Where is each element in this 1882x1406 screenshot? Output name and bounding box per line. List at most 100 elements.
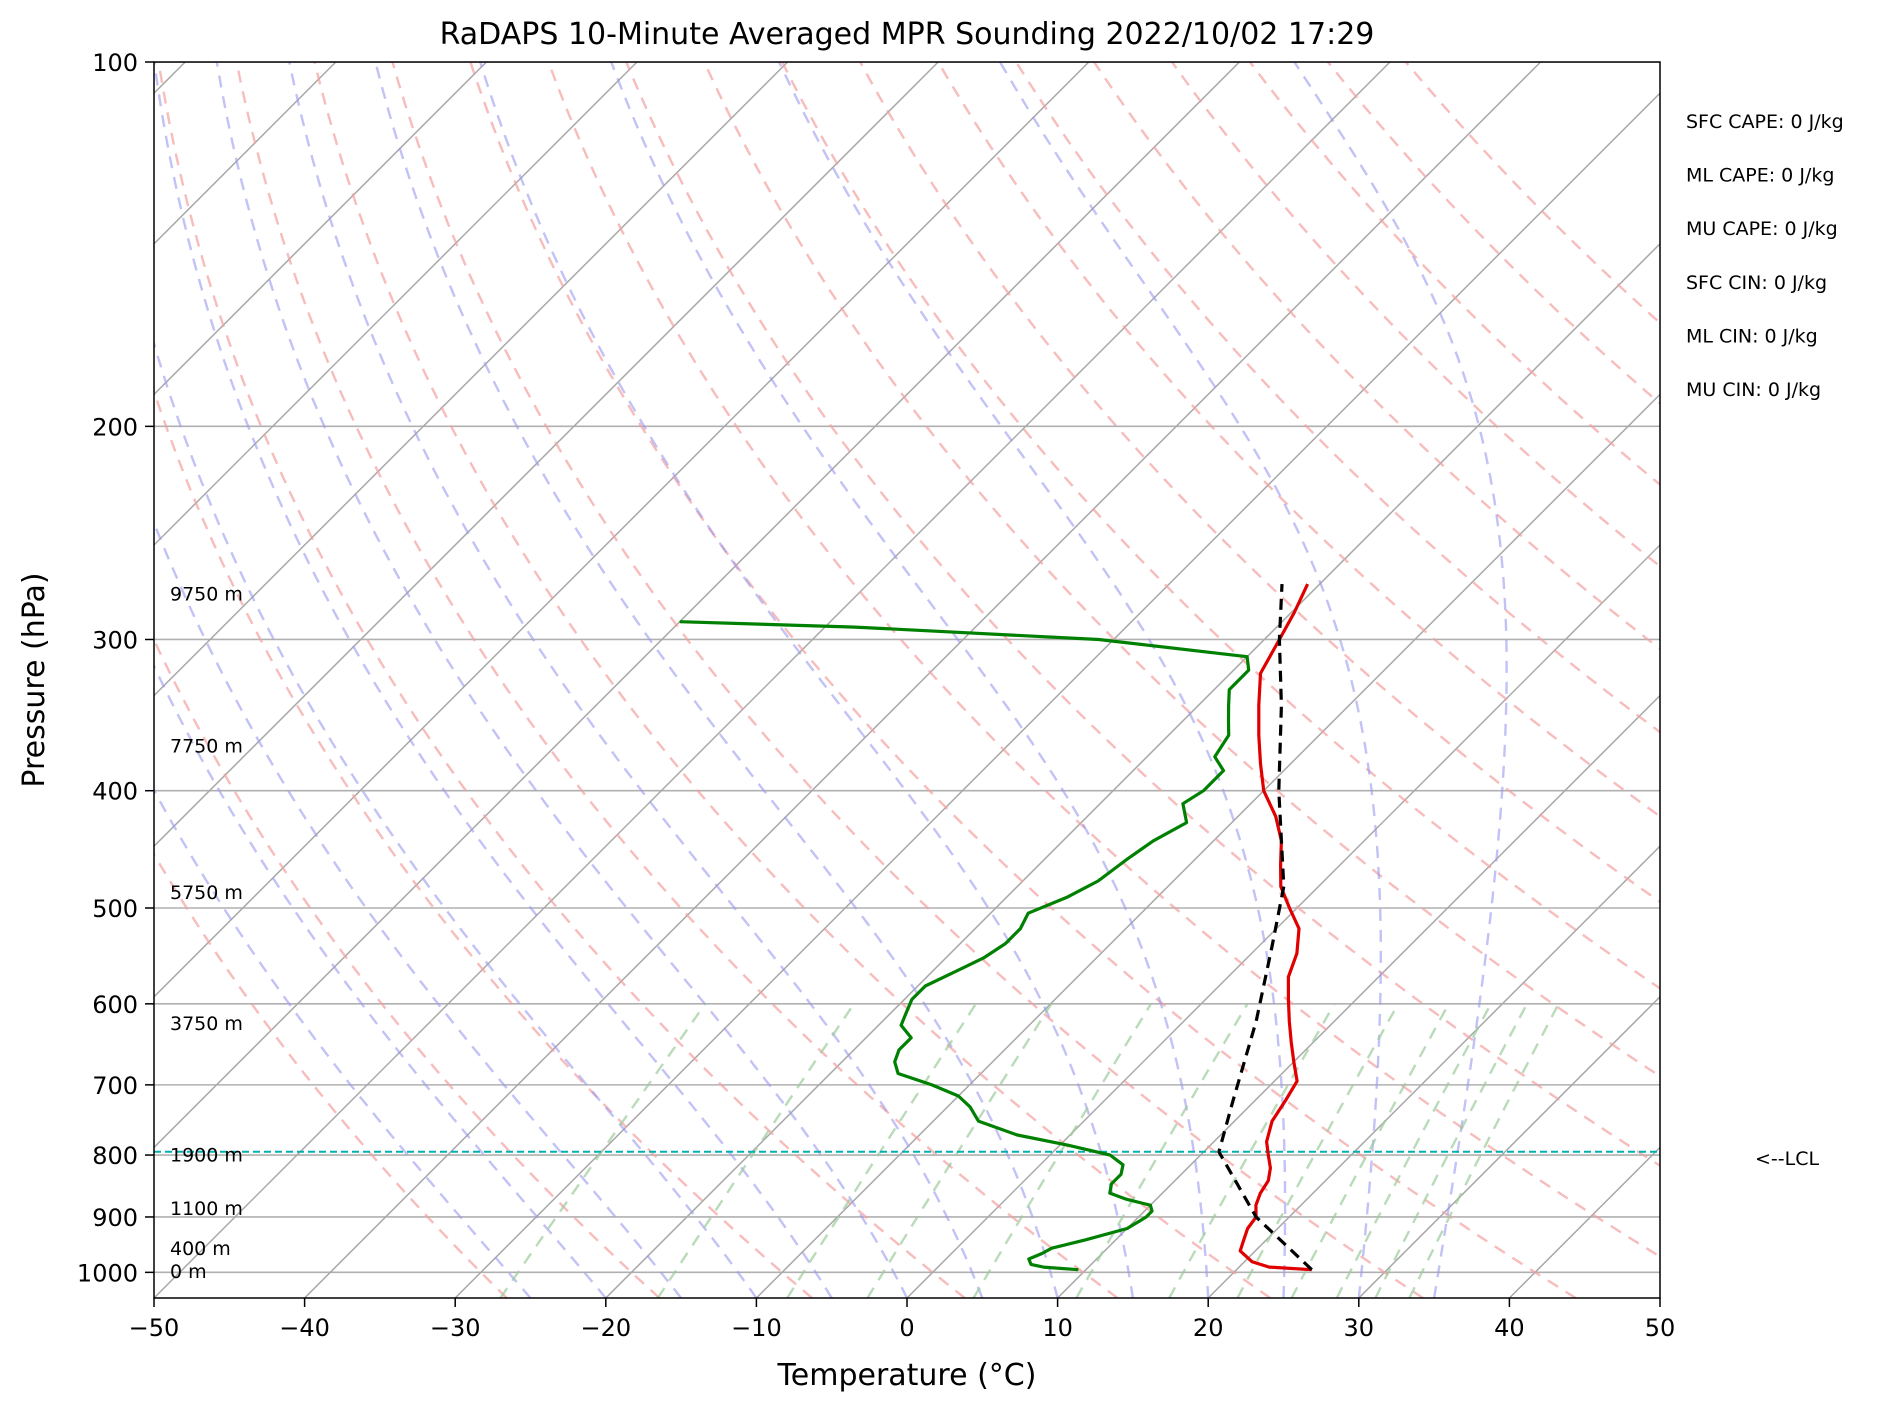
stat-line: MU CIN: 0 J/kg xyxy=(1686,379,1821,401)
isotherm--40 xyxy=(304,62,1542,1298)
x-tick-label: 10 xyxy=(1042,1314,1073,1342)
height-label: 5750 m xyxy=(170,882,243,904)
dry-adiabat-80 xyxy=(781,62,1660,990)
y-tick-label: 100 xyxy=(92,49,138,77)
y-tick-label: 800 xyxy=(92,1142,138,1170)
stat-line: MU CAPE: 0 J/kg xyxy=(1686,218,1838,240)
moist-adiabat-0 xyxy=(215,62,909,1298)
y-axis-label: Pressure (hPa) xyxy=(17,572,52,787)
x-tick-label: −40 xyxy=(279,1314,330,1342)
isotherm--70 xyxy=(154,62,1090,998)
stat-line: SFC CIN: 0 J/kg xyxy=(1686,272,1827,294)
height-label: 1100 m xyxy=(170,1198,243,1220)
moist-adiabat-10 xyxy=(374,62,1059,1298)
dry-adiabat-20 xyxy=(313,62,1271,1298)
dry-adiabat-50 xyxy=(547,62,1660,1259)
mixing-ratio-lines xyxy=(499,1003,1560,1298)
x-tick-label: −20 xyxy=(580,1314,631,1342)
isotherm--90 xyxy=(154,62,789,697)
mixing-ratio-0.4 xyxy=(499,1003,707,1298)
stat-line: ML CIN: 0 J/kg xyxy=(1686,325,1818,347)
y-tick-label: 200 xyxy=(92,413,138,441)
y-tick-label: 900 xyxy=(92,1204,138,1232)
x-tick-label: −10 xyxy=(731,1314,782,1342)
moist-adiabats xyxy=(154,62,1508,1298)
isotherm--100 xyxy=(154,62,638,547)
isotherm--20 xyxy=(605,242,1660,1298)
isotherm--50 xyxy=(154,62,1391,1298)
moist-adiabat-30 xyxy=(998,62,1383,1298)
mixing-ratio-20 xyxy=(1290,1003,1450,1298)
dry-adiabats xyxy=(154,62,1660,1298)
dry-adiabat-150 xyxy=(1326,62,1660,406)
height-label: 9750 m xyxy=(170,584,243,606)
moist-adiabat-5 xyxy=(288,62,984,1298)
dry-adiabat-70 xyxy=(703,62,1660,1078)
mixing-ratio-24 xyxy=(1335,1003,1492,1298)
moist-adiabat-15 xyxy=(479,62,1135,1298)
x-tick-label: −50 xyxy=(129,1314,180,1342)
dry-adiabat-40 xyxy=(469,62,1577,1298)
moist-adiabat--20 xyxy=(154,663,607,1298)
moist-adiabat--15 xyxy=(154,519,683,1298)
dry-adiabat-140 xyxy=(1248,62,1660,487)
height-label: 1900 m xyxy=(170,1144,243,1166)
dry-adiabat-110 xyxy=(1015,62,1660,734)
y-tick-label: 1000 xyxy=(77,1259,138,1287)
isotherm-20 xyxy=(1207,845,1660,1298)
y-tick-label: 700 xyxy=(92,1072,138,1100)
dry-adiabat-60 xyxy=(625,62,1660,1168)
y-tick-label: 300 xyxy=(92,626,138,654)
mixing-ratio-32 xyxy=(1408,1003,1560,1298)
height-label: 400 m xyxy=(170,1238,231,1260)
stat-line: SFC CAPE: 0 J/kg xyxy=(1686,111,1844,133)
y-tick-label: 400 xyxy=(92,778,138,806)
temperature-profile xyxy=(1238,583,1312,1272)
moist-adiabat--5 xyxy=(154,62,833,1298)
height-labels: 9750 m 7750 m 5750 m 3750 m 1900 m 1100 m 400 … xyxy=(170,584,243,1283)
dry-adiabat-100 xyxy=(937,62,1660,818)
dry-adiabat-120 xyxy=(1093,62,1660,651)
dry-adiabat-10 xyxy=(235,62,1119,1298)
mixing-ratio-28 xyxy=(1374,1003,1529,1298)
mixing-ratio-2 xyxy=(786,1003,977,1298)
moist-adiabat-25 xyxy=(777,62,1287,1298)
x-axis-label: Temperature (°C) xyxy=(777,1358,1037,1393)
isotherm-10 xyxy=(1057,694,1660,1298)
height-label: 0 m xyxy=(170,1261,207,1283)
x-tick-label: 0 xyxy=(899,1314,914,1342)
x-tick-label: 30 xyxy=(1344,1314,1375,1342)
mixing-ratio-12 xyxy=(1168,1003,1336,1298)
plot-area xyxy=(154,62,1660,1298)
height-label: 7750 m xyxy=(170,735,243,757)
dry-adiabat-0 xyxy=(157,62,966,1298)
x-tick-label: 50 xyxy=(1645,1314,1676,1342)
isotherm-30 xyxy=(1358,995,1660,1298)
moist-adiabat--10 xyxy=(154,339,758,1298)
isotherm--30 xyxy=(454,92,1660,1298)
mixing-ratio-16 xyxy=(1236,1003,1400,1298)
isobar-gridlines xyxy=(154,62,1660,1274)
stability-indices: SFC CAPE: 0 J/kg ML CAPE: 0 J/kg MU CAPE: … xyxy=(1686,111,1844,401)
mixing-ratio-5 xyxy=(972,1003,1153,1298)
y-tick-label: 500 xyxy=(92,895,138,923)
parcel-profile xyxy=(1217,584,1313,1271)
dewpoint-profile xyxy=(679,620,1251,1272)
dry-adiabat--30 xyxy=(154,851,508,1298)
mixing-ratio-3 xyxy=(866,1003,1053,1298)
lcl-label: <--LCL xyxy=(1755,1148,1819,1170)
moist-adiabat-35 xyxy=(1293,62,1508,1298)
sounding-profiles xyxy=(679,583,1313,1272)
moist-adiabat--25 xyxy=(154,787,532,1298)
x-tick-label: 40 xyxy=(1494,1314,1525,1342)
skewed-isotherms xyxy=(154,62,1660,1298)
x-tick-label: −30 xyxy=(430,1314,481,1342)
isotherm-0 xyxy=(906,543,1660,1298)
moist-adiabat-20 xyxy=(610,62,1210,1298)
height-label: 3750 m xyxy=(170,1013,243,1035)
isotherm--80 xyxy=(154,62,939,848)
isotherm--110 xyxy=(154,62,487,396)
y-tick-label: 600 xyxy=(92,991,138,1019)
